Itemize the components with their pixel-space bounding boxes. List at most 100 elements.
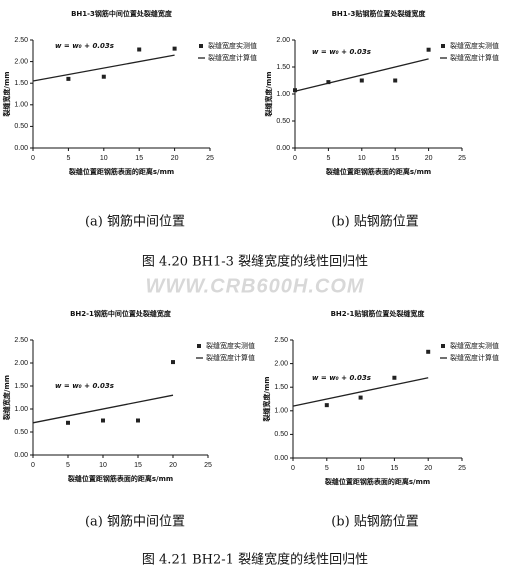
y-tick-label: 1.50 — [274, 384, 288, 391]
fit-line — [292, 377, 429, 407]
chart: BH1-3钢筋中间位置处裂缝宽度 0.00 0.50 1.00 1.50 2.00 2.50… — [2, 9, 257, 230]
x-tick-label: 5 — [325, 465, 329, 472]
x-axis-label: 裂缝位置距钢筋表面的距离s/mm — [68, 167, 174, 176]
x-tick-label: 5 — [66, 462, 70, 469]
chart-title: BH1-3贴钢筋位置处裂缝宽度 — [332, 9, 427, 18]
y-tick-label: 2.00 — [276, 37, 290, 44]
y-axis-label: 裂缝宽度/mm — [2, 375, 11, 421]
annotation: w = w₀ + 0.03s — [55, 42, 114, 50]
data-point — [359, 78, 364, 83]
chart: BH2-1贴钢筋位置处裂缝宽度 0.00 0.50 1.00 1.50 2.00 2.50 0… — [262, 309, 499, 530]
y-tick-label: 0.50 — [274, 431, 288, 438]
y-tick-label: 2.50 — [14, 337, 28, 344]
x-tick-label: 25 — [458, 155, 466, 162]
data-point — [136, 418, 140, 423]
x-tick-label: 20 — [169, 462, 177, 469]
data-point — [137, 47, 142, 52]
chart: BH2-1钢筋中间位置处裂缝宽度 0.00 0.50 1.00 1.50 2.00 2.50… — [2, 309, 255, 530]
watermark: WWW.CRB600H.COM — [145, 275, 364, 297]
annotation: w = w₀ + 0.03s — [312, 374, 371, 382]
data-point — [324, 403, 329, 408]
data-point — [66, 420, 70, 425]
subcaption: (a) 钢筋中间位置 — [85, 514, 185, 530]
x-axis-label: 裂缝位置距钢筋表面的距离s/mm — [67, 474, 173, 483]
data-point — [326, 80, 331, 85]
fit-line — [294, 58, 429, 92]
x-tick-label: 20 — [424, 465, 432, 472]
x-tick-label: 20 — [171, 155, 179, 162]
data-point — [392, 375, 397, 380]
y-tick-label: 1.00 — [14, 406, 28, 413]
x-tick-label: 15 — [391, 155, 399, 162]
y-axis-label: 裂缝宽度/mm — [262, 376, 271, 422]
y-tick-label: 1.50 — [14, 80, 28, 87]
data-point — [171, 360, 175, 365]
y-tick-label: 2.50 — [274, 337, 288, 344]
data-point — [101, 418, 105, 423]
data-point — [293, 88, 297, 93]
x-tick-label: 0 — [31, 462, 35, 469]
y-axis-label: 裂缝宽度/mm — [2, 71, 11, 117]
x-tick-label: 15 — [391, 465, 399, 472]
data-point — [426, 349, 431, 354]
x-tick-label: 0 — [291, 465, 295, 472]
x-axis-label: 裂缝位置距钢筋表面的距离s/mm — [325, 167, 431, 176]
data-point — [358, 395, 363, 400]
legend-marker — [197, 344, 201, 348]
data-point — [393, 78, 398, 83]
legend-label: 裂缝宽度计算值 — [206, 353, 255, 362]
y-tick-label: 1.00 — [14, 102, 28, 109]
legend-label: 裂缝宽度实测值 — [206, 341, 255, 350]
legend-label: 裂缝宽度计算值 — [450, 353, 499, 362]
annotation: w = w₀ + 0.03s — [55, 382, 114, 390]
x-tick-label: 10 — [100, 155, 108, 162]
y-tick-label: 0.50 — [276, 118, 290, 125]
figure-caption: 图 4.20 BH1-3 裂缝宽度的线性回归性 — [142, 254, 368, 270]
chart: BH1-3贴钢筋位置处裂缝宽度 0.00 0.50 1.00 1.50 2.00 0 5 10 1… — [264, 9, 499, 230]
y-tick-label: 0.00 — [14, 145, 28, 152]
x-tick-label: 10 — [99, 462, 107, 469]
x-tick-label: 15 — [135, 155, 143, 162]
legend-marker — [441, 44, 445, 48]
legend-label: 裂缝宽度计算值 — [450, 53, 499, 62]
x-tick-label: 10 — [357, 465, 365, 472]
x-tick-label: 10 — [358, 155, 366, 162]
x-tick-label: 15 — [134, 462, 142, 469]
x-tick-label: 20 — [425, 155, 433, 162]
subcaption: (a) 钢筋中间位置 — [85, 214, 185, 230]
legend-label: 裂缝宽度实测值 — [208, 41, 257, 50]
data-point — [426, 47, 431, 52]
y-tick-label: 2.00 — [274, 360, 288, 367]
chart-title: BH1-3钢筋中间位置处裂缝宽度 — [71, 9, 173, 18]
data-point — [172, 46, 177, 51]
fit-line — [32, 394, 174, 424]
data-point — [66, 76, 71, 81]
legend-marker — [441, 344, 445, 348]
legend-label: 裂缝宽度计算值 — [208, 53, 257, 62]
figure-caption: 图 4.21 BH2-1 裂缝宽度的线性回归性 — [142, 552, 368, 568]
chart-title: BH2-1贴钢筋位置处裂缝宽度 — [331, 309, 426, 318]
y-tick-label: 2.00 — [14, 360, 28, 367]
y-tick-label: 0.00 — [14, 452, 28, 459]
annotation: w = w₀ + 0.03s — [312, 48, 371, 56]
y-tick-label: 1.00 — [274, 408, 288, 415]
x-tick-label: 5 — [66, 155, 70, 162]
legend-marker — [199, 44, 203, 48]
chart-title: BH2-1钢筋中间位置处裂缝宽度 — [70, 309, 172, 318]
y-tick-label: 1.50 — [14, 383, 28, 390]
subcaption: (b) 贴钢筋位置 — [331, 214, 419, 230]
y-tick-label: 0.00 — [276, 145, 290, 152]
fit-line — [32, 54, 175, 82]
y-axis-label: 裂缝宽度/mm — [264, 71, 273, 117]
data-point — [101, 74, 106, 79]
y-tick-label: 1.50 — [276, 64, 290, 71]
x-axis-label: 裂缝位置距钢筋表面的距离s/mm — [324, 477, 430, 486]
x-tick-label: 0 — [31, 155, 35, 162]
x-tick-label: 5 — [326, 155, 330, 162]
x-tick-label: 25 — [204, 462, 212, 469]
y-tick-label: 2.00 — [14, 58, 28, 65]
x-tick-label: 25 — [458, 465, 466, 472]
legend-label: 裂缝宽度实测值 — [450, 41, 499, 50]
y-tick-label: 2.50 — [14, 37, 28, 44]
